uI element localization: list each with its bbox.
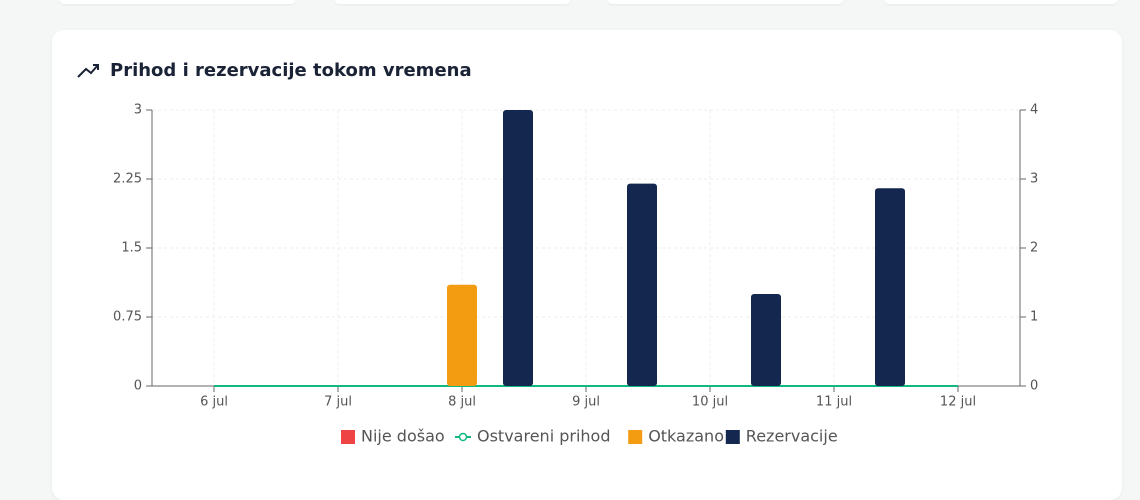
y-tick-label: 3 [134,103,142,118]
y-tick-label: 0.75 [113,310,142,325]
legend-marker [341,430,355,444]
x-tick-label: 8 jul [448,395,476,410]
x-tick-label: 7 jul [324,395,352,410]
stat-card [60,0,295,4]
y-tick-label: 1.5 [121,241,142,256]
y-tick-label: 0 [134,379,142,394]
chart: Prihod i rezervacije tokom vremena 0 0.75… [77,60,1038,446]
legend-label: Nije došao [361,427,445,446]
legend-marker [458,432,468,442]
legend-marker [725,430,740,444]
chart-card [52,30,1122,500]
y2-tick-label: 0 [1030,379,1038,394]
page: Prihod i rezervacije tokom vremena 0 0.75… [52,0,1122,500]
x-tick-label: 9 jul [572,395,600,410]
stat-card [608,0,843,4]
trend-icon [77,64,99,78]
y2-tick-label: 3 [1030,172,1038,187]
bar [751,294,781,386]
bar [875,188,905,386]
legend-label: Ostvareni prihod [477,427,610,446]
stat-card [885,0,1117,4]
legend-label: Otkazano [648,427,724,446]
x-tick-label: 12 jul [940,395,976,410]
y2-tick-label: 1 [1030,310,1038,325]
legend-label: Rezervacije [746,427,838,446]
y2-tick-label: 4 [1030,103,1038,118]
bar [447,284,477,386]
bar [503,110,533,386]
y-tick-label: 2.25 [113,172,142,187]
stat-card [335,0,570,4]
legend-marker [628,430,643,444]
x-tick-label: 10 jul [692,395,728,410]
y2-tick-label: 2 [1030,241,1038,256]
x-tick-label: 11 jul [816,395,852,410]
x-tick-label: 6 jul [200,395,228,410]
chart-title: Prihod i rezervacije tokom vremena [110,60,472,81]
bar [627,183,657,386]
